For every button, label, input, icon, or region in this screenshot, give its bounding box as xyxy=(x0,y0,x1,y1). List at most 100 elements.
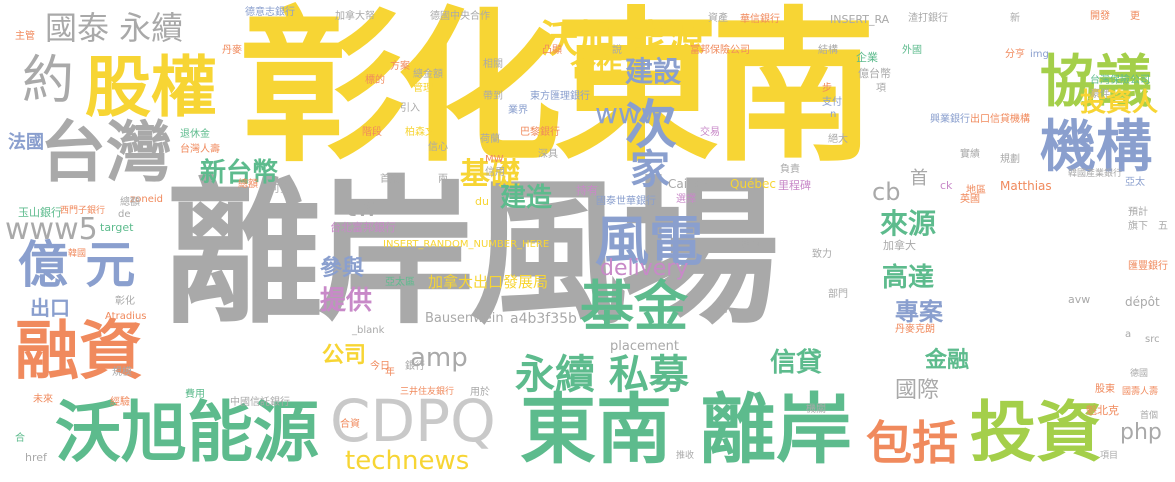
word-jinrong: 金融 xyxy=(925,348,970,373)
word-xiangmu: 項目 xyxy=(1100,451,1119,461)
word-zhuguan: 主管 xyxy=(15,31,35,42)
word-tigong: 提供 xyxy=(320,286,373,316)
word-daidao: 帶到 xyxy=(483,91,503,102)
word-img: img xyxy=(1030,49,1049,60)
word-bu: 步 xyxy=(822,83,832,94)
word-ck: ck xyxy=(940,179,953,192)
word-tufang: 凸顯 xyxy=(542,45,562,56)
word-href: href xyxy=(25,451,47,464)
word-zhanghua: 彰化 xyxy=(115,296,135,307)
word-yingguo: 英國 xyxy=(960,194,980,205)
word-shoudu: 首度 xyxy=(380,174,400,185)
word-ci: 次 xyxy=(625,96,678,156)
word-laiyuan: 來源 xyxy=(880,207,937,240)
word-www: www xyxy=(595,97,664,130)
word-jianada-dabei: 加拿大帑 xyxy=(335,11,375,22)
word-guquan: 股權 xyxy=(85,49,217,126)
word-a: a xyxy=(1125,329,1132,340)
word-jigou: 機構 xyxy=(1040,115,1152,180)
word-wu: 五 xyxy=(1158,221,1168,232)
word-hanguo: 韓國 xyxy=(68,249,87,259)
word-dongnan: 東南 xyxy=(520,385,672,474)
word-qiye: 企業 xyxy=(856,51,878,64)
word-xindai: 信貸 xyxy=(770,348,823,378)
word-jieduan: 階段 xyxy=(362,127,382,138)
word-amp: amp xyxy=(410,343,468,373)
word-bosen: 柏森文 xyxy=(405,127,435,138)
word-shang: 尚 xyxy=(718,304,728,315)
word-zonge: 總額 xyxy=(238,179,258,190)
word-n: n xyxy=(830,109,837,120)
word-de: de xyxy=(118,209,131,220)
word-helan: 荷蘭 xyxy=(480,134,500,145)
word-gaoda: 高達 xyxy=(882,263,935,293)
word-jianshe: 建設 xyxy=(625,55,682,88)
word-xinyong: 信用 xyxy=(485,167,505,178)
word-yushan: 玉山銀行 xyxy=(18,206,62,219)
word-chukou-xindai: 出口信貸機構 xyxy=(970,114,1030,125)
word-guotai-yongxu: 國泰 永續 xyxy=(45,9,184,47)
word-a4b3f35b: a4b3f35b xyxy=(510,311,577,327)
word-yuji: 預計 xyxy=(1128,207,1148,218)
word-xin: 新 xyxy=(1010,13,1020,24)
word-wojxu-energy: 沃旭能源 xyxy=(55,394,319,471)
word-cb: cb xyxy=(872,178,901,206)
word-taibei-fubon: 台北富邦銀行 xyxy=(330,221,396,234)
word-matthias: Matthias xyxy=(1000,179,1052,193)
word-zhuanan: 專案 xyxy=(895,298,943,326)
word-zichan: 資產 xyxy=(708,13,728,24)
word-dongfang: 東方匯理銀行 xyxy=(530,91,590,102)
word-zhili: 致力 xyxy=(812,249,832,260)
word-yongyou: 擁有 xyxy=(740,239,760,250)
word-huaxin: 華信銀行 xyxy=(740,14,780,25)
word-jianada-chukou: 加拿大出口發展局 xyxy=(428,273,549,291)
word-zoneid: zoneid xyxy=(130,194,163,205)
word-shouge: 首個 xyxy=(1140,411,1159,421)
word-chukou: 出口 xyxy=(30,296,70,320)
word-haoyu: 豪伴 xyxy=(1090,89,1110,100)
word-kaifa: 開發 xyxy=(1090,11,1110,22)
word-hezuo: 合作 xyxy=(570,53,623,83)
word-deguo-zhongyang: 德國中央合作 xyxy=(430,11,490,22)
word-rongzi: 融資 xyxy=(15,315,143,389)
word-ri: 日 xyxy=(254,289,264,300)
word-yitai: 億台幣 xyxy=(858,67,891,80)
word-jia: 家 xyxy=(630,147,670,193)
word-he: 合 xyxy=(15,433,25,444)
word-gongsi: 公司 xyxy=(322,343,367,368)
word-atradius: Atradius xyxy=(105,311,147,322)
word-huifeng: 匯豐銀行 xyxy=(1128,261,1168,272)
word-baokuo: 包括 xyxy=(866,416,958,470)
word-diqu: 地區 xyxy=(966,185,986,196)
word-hanguo-chanye: 韓國產業銀行 xyxy=(1068,169,1123,179)
word-shou: 首 xyxy=(910,168,928,189)
word-jinri: 今日 xyxy=(370,361,390,372)
word-shuo: 說 xyxy=(612,45,622,56)
word-zaoda: 渣打銀行 xyxy=(908,13,948,24)
word-deguo: 德國 xyxy=(1130,369,1149,379)
word-jichu: 基礎 xyxy=(460,157,520,192)
word-kuibeike: 魁北克 xyxy=(1086,404,1119,417)
word-xieyi: 協議 xyxy=(1040,50,1152,115)
word-yatai: 亞太 xyxy=(1125,177,1145,188)
word-delivery: delivery xyxy=(600,256,689,281)
word-danmaike: 丹麥克朗 xyxy=(895,324,935,335)
word-liang: 兩 xyxy=(438,174,448,185)
word-shenju: 深具 xyxy=(538,149,558,160)
word-jiguan: 機關 xyxy=(806,404,826,415)
word-ximen: 西門子銀行 xyxy=(60,206,106,216)
word-sanjing: 三井住友銀行 xyxy=(400,387,455,397)
word-lian: 離岸 xyxy=(700,385,852,474)
word-waiguo: 外國 xyxy=(902,45,922,56)
word-jueda: 絕大 xyxy=(828,134,848,145)
word-php: php xyxy=(1120,420,1162,445)
word-lian-feng-chang: 離岸風場 xyxy=(165,162,779,346)
word-jianada: 加拿大 xyxy=(883,239,916,252)
word-jingyan: 經驗 xyxy=(110,397,130,408)
word-yongyu: 用於 xyxy=(470,387,490,398)
word-technews: technews xyxy=(345,446,470,476)
word-faguo: 法國 xyxy=(8,132,44,153)
word-guimo: 規模 xyxy=(112,367,132,378)
word-fangan: 方案 xyxy=(390,61,410,72)
word-geng: 更 xyxy=(1130,11,1140,22)
